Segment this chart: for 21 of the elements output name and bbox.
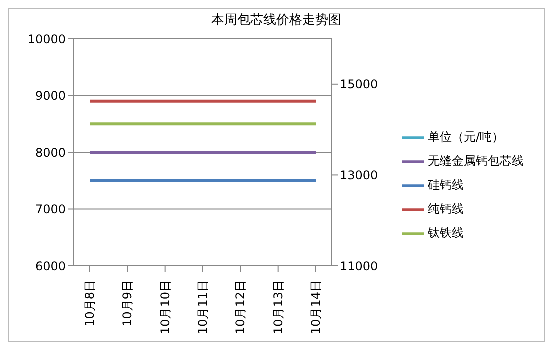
chart-title: 本周包芯线价格走势图 <box>210 12 342 29</box>
legend-label: 无缝金属钙包芯线 <box>428 154 524 168</box>
legend-label: 钛铁线 <box>428 226 464 240</box>
y-tick-label: 7000 <box>35 202 66 217</box>
y-tick-label: 6000 <box>35 259 66 274</box>
y2-tick-label: 13000 <box>340 168 378 182</box>
x-tick-label: 10月10日 <box>158 280 172 335</box>
y-tick-label: 8000 <box>35 146 66 160</box>
legend-label: 纯钙线 <box>428 202 464 216</box>
x-tick-label: 10月8日 <box>83 280 97 327</box>
y-tick-label: 9000 <box>35 89 66 104</box>
y2-tick-label: 11000 <box>340 259 378 274</box>
legend-label: 硅钙线 <box>428 178 464 192</box>
x-tick-label: 10月9日 <box>120 280 135 327</box>
x-tick-label: 10月12日 <box>234 280 248 335</box>
x-tick-label: 10月11日 <box>196 280 210 335</box>
x-tick-label: 10月14日 <box>309 280 323 335</box>
y-tick-label: 10000 <box>28 32 66 46</box>
legend-label: 单位（元/吨） <box>428 130 504 144</box>
y2-tick-label: 15000 <box>340 78 378 92</box>
x-tick-label: 10月13日 <box>271 280 286 335</box>
